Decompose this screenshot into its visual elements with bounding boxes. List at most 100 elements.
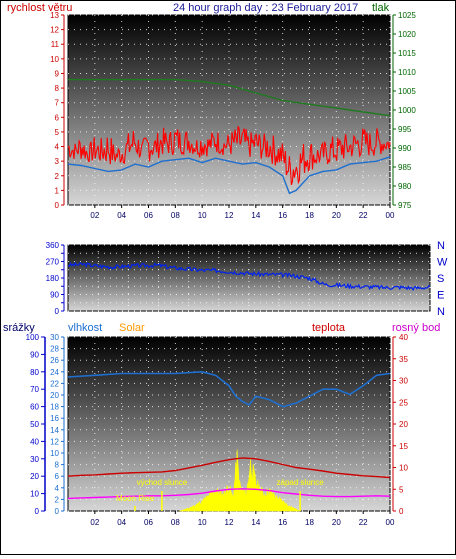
pressure-axis-tick-label: 1015 xyxy=(398,49,416,58)
wind-pressure-x-axis: 02 04 06 08 10 12 14 16 18 20 22 00 xyxy=(90,205,395,220)
humidity-axis-tick-label: 16 xyxy=(50,414,59,423)
compass-label: W xyxy=(437,257,448,269)
humidity-axis-tick-label: 14 xyxy=(50,426,59,435)
wind-axis-tick-label: 11 xyxy=(51,40,60,49)
wind-axis-tick-label: 2 xyxy=(55,172,60,181)
humidity-axis-tick-label: 2 xyxy=(55,495,60,504)
rain-axis-title: srážky xyxy=(3,322,35,334)
pressure-axis-tick-label: 995 xyxy=(398,125,412,134)
compass-label: N xyxy=(437,306,445,318)
rain-axis-tick-label: 60 xyxy=(30,403,39,412)
humidity-axis-tick-label: 18 xyxy=(50,403,59,412)
moonrise-label: Moon Rise xyxy=(116,494,155,503)
humidity-axis-tick-label: 10 xyxy=(50,449,59,458)
rain-axis-tick-label: 30 xyxy=(30,455,39,464)
pressure-axis-tick-label: 1005 xyxy=(398,87,416,96)
pressure-axis-tick-label: 990 xyxy=(398,144,412,153)
x-axis-tick-label: 02 xyxy=(90,518,99,527)
wind-axis-tick-label: 4 xyxy=(55,143,60,152)
wind-axis-tick-label: 10 xyxy=(50,55,59,64)
solar-axis-title: Solar xyxy=(119,322,145,334)
compass-label: N xyxy=(437,240,445,252)
dewpoint-axis-title: rosný bod xyxy=(392,322,440,334)
rain-axis-tick-label: 100 xyxy=(26,333,40,342)
direction-axis-tick-label: 0 xyxy=(55,307,60,316)
humidity-axis-tick-label: 4 xyxy=(55,484,60,493)
x-axis-tick-label: 06 xyxy=(144,518,153,527)
x-axis-tick-label: 00 xyxy=(386,211,395,220)
x-axis-tick-label: 04 xyxy=(117,518,126,527)
wind-gust-line xyxy=(67,125,391,186)
humidity-axis-tick-label: 8 xyxy=(55,461,60,470)
solar-radiation-area xyxy=(179,449,301,512)
pressure-axis-tick-label: 1010 xyxy=(398,68,416,77)
temperature-axis-tick-label: 15 xyxy=(399,442,408,451)
chart-title: 24 hour graph day : 23 February 2017 xyxy=(173,2,358,14)
humidity-line xyxy=(67,370,391,408)
x-axis-tick-label: 16 xyxy=(278,518,287,527)
humidity-axis-tick-label: 6 xyxy=(55,472,60,481)
direction-axis-tick-label: 90 xyxy=(50,291,59,300)
x-axis-tick-label: 12 xyxy=(225,211,234,220)
x-axis-tick-label: 22 xyxy=(359,211,368,220)
x-axis-tick-label: 06 xyxy=(144,211,153,220)
humidity-axis-tick-label: 30 xyxy=(50,333,59,342)
x-axis-tick-label: 16 xyxy=(278,211,287,220)
wind-axis-tick-label: 3 xyxy=(55,157,60,166)
humidity-temperature-series xyxy=(67,370,391,512)
rain-axis-tick-label: 10 xyxy=(30,490,39,499)
pressure-axis-tick-label: 975 xyxy=(398,201,412,210)
wind-axis-tick-label: 8 xyxy=(55,84,60,93)
pressure-axis-tick-label: 1020 xyxy=(398,30,416,39)
wind-axis-tick-label: 7 xyxy=(55,99,60,108)
direction-axis-tick-label: 360 xyxy=(46,241,60,250)
wind-pressure-panel xyxy=(67,14,391,206)
pressure-axis-tick-label: 985 xyxy=(398,163,412,172)
rain-axis-tick-label: 50 xyxy=(30,420,39,429)
wind-direction-line xyxy=(67,261,431,292)
wind-axis-tick-label: 12 xyxy=(50,26,59,35)
wind-pressure-series xyxy=(67,78,391,195)
dewpoint-line xyxy=(67,488,391,500)
temperature-axis-tick-label: 35 xyxy=(399,355,408,364)
wind-axis-tick-label: 13 xyxy=(50,11,59,20)
sunset-label: západ slunce xyxy=(277,478,325,487)
rain-axis-tick-label: 20 xyxy=(30,472,39,481)
pressure-axis-tick-label: 1000 xyxy=(398,106,416,115)
humidity-axis-tick-label: 24 xyxy=(50,368,59,377)
wind-axis-tick-label: 9 xyxy=(55,69,60,78)
x-axis-tick-label: 14 xyxy=(251,518,260,527)
sunrise-label: východ slunce xyxy=(137,478,188,487)
temperature-axis-tick-label: 10 xyxy=(399,464,408,473)
x-axis-tick-label: 20 xyxy=(332,518,341,527)
wind-direction-grid xyxy=(68,244,431,312)
pressure-axis-title: tlak xyxy=(372,2,390,14)
sun-moon-annotations: východ slunce západ slunce Moon Rise xyxy=(116,478,324,511)
temperature-axis-tick-label: 20 xyxy=(399,420,408,429)
pressure-axis-tick-label: 980 xyxy=(398,182,412,191)
x-axis-tick-label: 18 xyxy=(305,211,314,220)
temperature-axis-tick-label: 40 xyxy=(399,333,408,342)
temperature-axis-title: teplota xyxy=(312,322,346,334)
x-axis-tick-label: 12 xyxy=(225,518,234,527)
wind-average-line xyxy=(67,156,391,195)
x-axis-tick-label: 20 xyxy=(332,211,341,220)
temperature-axis-tick-label: 5 xyxy=(399,485,404,494)
compass-label: S xyxy=(437,273,444,285)
temperature-axis: 0 5 10 15 20 25 30 35 40 xyxy=(392,333,408,516)
temperature-axis-tick-label: 25 xyxy=(399,398,408,407)
x-axis-tick-label: 00 xyxy=(386,518,395,527)
x-axis-tick-label: 04 xyxy=(117,211,126,220)
rain-axis-tick-label: 90 xyxy=(30,350,39,359)
x-axis-tick-label: 08 xyxy=(171,518,180,527)
x-axis-tick-label: 08 xyxy=(171,211,180,220)
compass-label: E xyxy=(437,290,444,302)
x-axis-tick-label: 02 xyxy=(90,211,99,220)
pressure-axis: 975 980 985 990 995 1000 1005 1010 1015 1020 1025 xyxy=(392,11,416,210)
rain-axis-tick-label: 80 xyxy=(30,368,39,377)
x-axis-tick-label: 22 xyxy=(359,518,368,527)
